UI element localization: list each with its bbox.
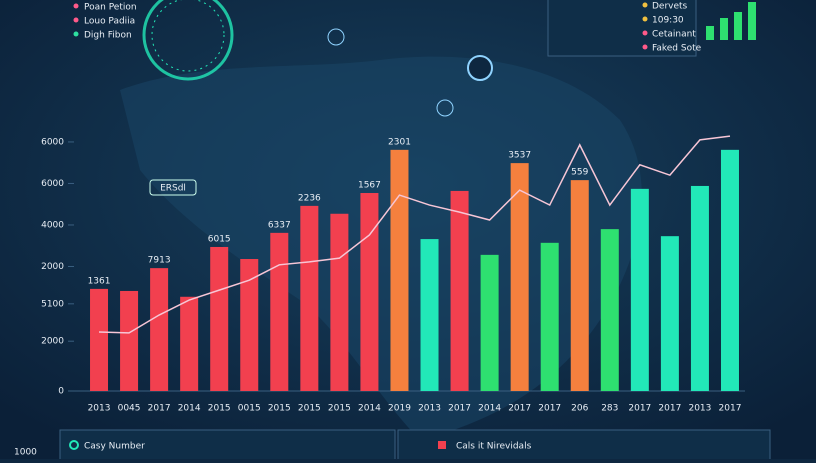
map-panel — [547, 0, 697, 57]
y-tick-label: 6000 — [41, 179, 64, 189]
bar-note: 1361 — [88, 276, 111, 286]
x-tick-label: 2017 — [508, 404, 531, 414]
x-tick-label: 2015 — [328, 404, 351, 414]
annotation: ERSdl — [160, 184, 186, 194]
x-tick-label: 2013 — [418, 404, 441, 414]
y-tick-label: 2000 — [41, 262, 64, 272]
bar — [390, 149, 409, 391]
legend-dot — [642, 16, 648, 22]
bar — [480, 254, 499, 391]
legend-label: Digh Fibon — [84, 31, 132, 41]
bar — [360, 193, 379, 391]
bar-note: 559 — [571, 168, 588, 178]
legend-dot — [642, 44, 648, 50]
legend-label: Louo Padiia — [84, 17, 135, 27]
bar-note: 7913 — [148, 256, 171, 266]
x-tick-label: 2017 — [658, 404, 681, 414]
annotation-box — [149, 179, 197, 196]
bar — [150, 268, 169, 391]
x-tick-label: 2015 — [208, 404, 231, 414]
y-tick-label: 0 — [58, 387, 64, 397]
x-tick-label: 2017 — [148, 404, 171, 414]
bar-note: 1567 — [358, 181, 381, 191]
node-icon — [327, 28, 345, 46]
bar — [660, 236, 679, 391]
bar-note: 6015 — [208, 234, 231, 244]
legend-label: Dervets — [652, 2, 688, 12]
bar-note: 2236 — [298, 193, 321, 203]
x-tick-label: 2017 — [448, 404, 471, 414]
mini-bar — [720, 18, 728, 40]
y-tick-label: 6000 — [41, 137, 64, 147]
legend-label: Casy Number — [84, 442, 145, 452]
legend-dot — [73, 31, 79, 37]
x-tick-label: 2019 — [388, 404, 411, 414]
bar-note: 6337 — [268, 220, 291, 230]
trend-line — [99, 135, 731, 334]
bar — [210, 246, 229, 391]
x-tick-label: 2013 — [88, 404, 111, 414]
bar — [330, 213, 349, 391]
y-tick-label: 5100 — [41, 299, 64, 309]
x-tick-label: 2014 — [358, 404, 381, 414]
legend-dot — [73, 17, 79, 23]
clock-icon — [142, 0, 234, 81]
x-tick-label: 2017 — [538, 404, 561, 414]
y-tick-label: 4000 — [41, 220, 64, 230]
legend-dot — [73, 3, 79, 9]
x-tick-label: 2013 — [688, 404, 711, 414]
legend-label: Cals it Nirevidals — [456, 442, 532, 452]
x-tick-label: 0045 — [118, 404, 141, 414]
legend-label: Poan Petion — [84, 3, 137, 13]
bar — [510, 163, 529, 391]
mini-bar — [748, 2, 756, 40]
legend-label: 109:30 — [652, 16, 684, 26]
legend-label: Faked Sote — [652, 44, 702, 54]
clock-ring — [151, 0, 225, 72]
bar-note: 3537 — [508, 151, 531, 161]
bar — [240, 259, 259, 391]
x-tick-label: 206 — [571, 404, 588, 414]
bar — [90, 288, 109, 391]
x-tick-label: 2017 — [719, 404, 742, 414]
legend-dot — [642, 30, 648, 36]
legend-swatch — [69, 440, 79, 450]
bar — [720, 149, 739, 391]
x-tick-label: 0015 — [238, 404, 261, 414]
bar — [450, 190, 469, 391]
x-tick-label: 2014 — [478, 404, 501, 414]
bar — [420, 239, 439, 391]
bar — [120, 290, 139, 391]
x-tick-label: 2017 — [628, 404, 651, 414]
bar — [540, 242, 559, 391]
bar — [690, 185, 709, 391]
bar — [630, 188, 649, 391]
node-icon — [467, 55, 493, 81]
bar — [570, 180, 589, 391]
mini-bar — [734, 12, 742, 40]
bar-note: 2301 — [388, 137, 411, 147]
legend-label: Cetainant — [652, 30, 696, 40]
mini-bar — [706, 26, 714, 40]
legend-swatch — [438, 441, 446, 449]
bar — [600, 229, 619, 391]
node-icon — [436, 99, 454, 117]
bar — [180, 296, 199, 391]
x-tick-label: 2015 — [298, 404, 321, 414]
corner-label: 1000 — [14, 448, 37, 458]
x-tick-label: 2014 — [178, 404, 201, 414]
legend-dot — [642, 2, 648, 8]
x-tick-label: 283 — [601, 404, 618, 414]
x-tick-label: 2015 — [268, 404, 291, 414]
bar — [270, 232, 289, 391]
legend-panel — [397, 429, 771, 463]
bar — [300, 205, 319, 391]
y-tick-label: 2000 — [41, 337, 64, 347]
